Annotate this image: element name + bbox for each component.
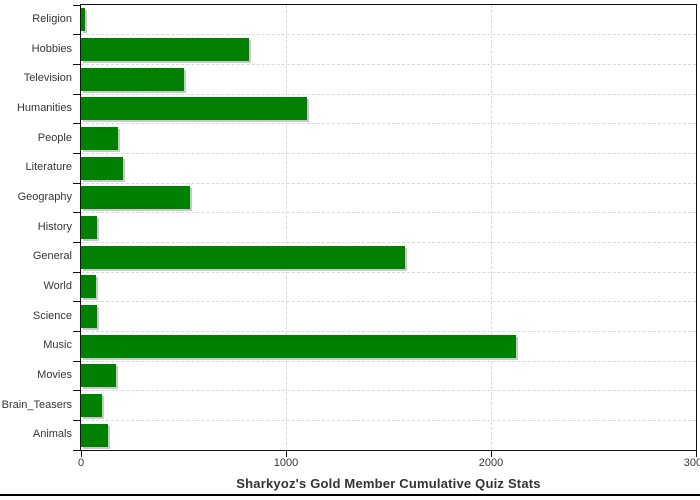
y-axis-tick bbox=[73, 152, 80, 154]
y-axis-tick bbox=[73, 241, 80, 243]
bar-animals bbox=[81, 423, 108, 447]
x-axis-tick bbox=[695, 451, 697, 457]
category-gridline bbox=[81, 390, 696, 392]
category-label: History bbox=[37, 220, 72, 233]
y-axis-tick bbox=[73, 93, 80, 95]
category-label: Geography bbox=[17, 191, 72, 203]
bar-movies bbox=[81, 364, 116, 388]
y-axis-tick bbox=[73, 123, 80, 125]
category-label: People bbox=[37, 131, 72, 144]
bar-history bbox=[81, 216, 98, 239]
category-label: General bbox=[32, 250, 72, 263]
bar-general bbox=[81, 245, 405, 269]
category-gridline bbox=[81, 271, 696, 273]
bar-music bbox=[81, 334, 516, 358]
bar-literature bbox=[81, 156, 124, 180]
category-gridline bbox=[81, 360, 696, 362]
y-axis-tick bbox=[73, 301, 80, 303]
bar-science bbox=[81, 305, 98, 328]
category-gridline bbox=[81, 419, 696, 421]
category-label: Humanities bbox=[16, 102, 72, 114]
x-tick-label: 1000 bbox=[273, 457, 299, 469]
category-label: Television bbox=[23, 72, 72, 85]
y-axis-tick bbox=[73, 449, 80, 451]
category-label: Animals bbox=[32, 428, 72, 441]
bar-religion bbox=[81, 8, 86, 32]
category-gridline bbox=[81, 182, 696, 184]
bar-television bbox=[81, 67, 184, 91]
bar-brain_teasers bbox=[81, 394, 102, 417]
category-label: Movies bbox=[37, 369, 72, 381]
y-axis-tick bbox=[73, 212, 80, 214]
category-label: Hobbies bbox=[31, 42, 72, 55]
category-label: Science bbox=[32, 309, 72, 322]
x-axis-tick bbox=[490, 451, 492, 457]
y-axis-tick bbox=[73, 34, 80, 36]
category-gridline bbox=[81, 63, 696, 65]
plot-area bbox=[80, 4, 697, 451]
bar-hobbies bbox=[81, 38, 250, 61]
bar-world bbox=[81, 275, 97, 299]
bar-people bbox=[81, 127, 118, 150]
value-gridline bbox=[285, 5, 287, 450]
category-gridline bbox=[81, 123, 696, 125]
value-gridline bbox=[490, 5, 492, 450]
category-label: Music bbox=[43, 339, 72, 352]
category-gridline bbox=[81, 34, 696, 36]
chart-title: Sharkyoz's Gold Member Cumulative Quiz S… bbox=[236, 476, 541, 491]
x-tick-label: 2000 bbox=[478, 457, 504, 469]
category-label: Literature bbox=[25, 161, 72, 174]
bar-humanities bbox=[81, 97, 307, 121]
y-axis-tick bbox=[73, 182, 80, 184]
x-tick-label: 3000 bbox=[683, 457, 700, 469]
category-label: Religion bbox=[32, 13, 72, 25]
category-gridline bbox=[81, 212, 696, 214]
x-tick-label: 0 bbox=[77, 457, 85, 469]
y-axis-tick bbox=[73, 360, 80, 362]
y-axis-tick bbox=[73, 390, 80, 392]
y-axis-tick bbox=[73, 271, 80, 273]
bar-geography bbox=[81, 186, 190, 210]
y-axis-tick bbox=[73, 330, 80, 332]
category-gridline bbox=[81, 241, 696, 243]
bottom-border-line bbox=[0, 494, 700, 496]
category-label: World bbox=[43, 280, 72, 292]
y-axis-tick bbox=[73, 4, 80, 6]
category-gridline bbox=[81, 330, 696, 332]
x-axis-tick bbox=[285, 451, 287, 457]
category-label: Brain_Teasers bbox=[1, 398, 72, 411]
category-gridline bbox=[81, 93, 696, 95]
category-gridline bbox=[81, 301, 696, 303]
y-axis-tick bbox=[73, 419, 80, 421]
category-gridline bbox=[81, 152, 696, 154]
x-axis-tick bbox=[80, 451, 82, 457]
y-axis-tick bbox=[73, 63, 80, 65]
